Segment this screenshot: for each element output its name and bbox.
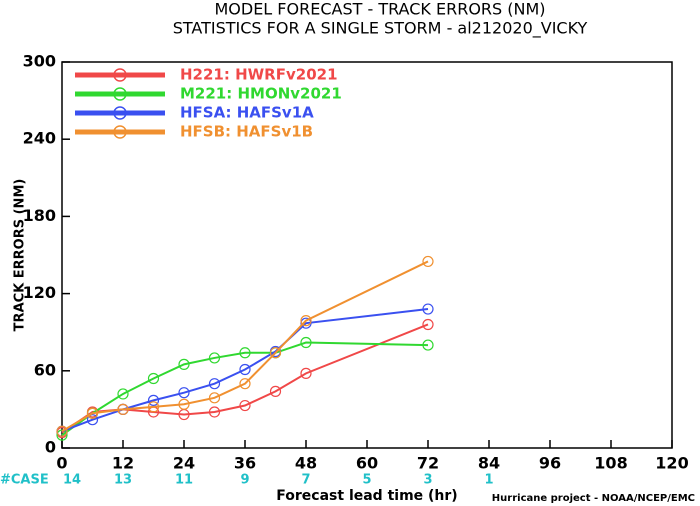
legend-label: HFSB: HAFSv1B	[180, 123, 313, 141]
data-point	[178, 398, 190, 410]
legend-label: H221: HWRFv2021	[180, 66, 338, 84]
x-tick-label: 60	[356, 454, 378, 473]
x-tick-label: 108	[594, 454, 627, 473]
case-count: 9	[240, 473, 249, 488]
legend-marker	[113, 125, 127, 139]
data-point	[239, 378, 251, 390]
data-point	[300, 317, 312, 329]
plot-frame	[61, 61, 673, 449]
data-point	[178, 387, 190, 399]
data-point	[239, 347, 251, 359]
data-point	[178, 358, 190, 370]
legend-label: M221: HMONv2021	[180, 85, 342, 103]
case-count: 5	[362, 473, 371, 488]
credit: Hurricane project - NOAA/NCEP/EMC	[492, 493, 695, 504]
case-label: #CASE	[0, 473, 49, 488]
y-tick-label: 120	[23, 283, 56, 302]
data-point	[269, 347, 282, 359]
data-point	[147, 372, 160, 385]
y-tick-label: 0	[45, 438, 56, 457]
data-point	[422, 303, 434, 315]
x-tick-label: 96	[539, 454, 561, 473]
data-point	[269, 385, 282, 397]
data-point	[117, 388, 129, 400]
data-point	[208, 406, 221, 418]
case-count: 1	[484, 473, 493, 488]
y-axis-label: TRACK ERRORS (NM)	[13, 179, 28, 332]
case-count: 13	[114, 473, 132, 488]
case-count: 11	[175, 473, 193, 488]
data-point	[208, 352, 221, 364]
data-point	[422, 255, 434, 268]
data-point	[300, 367, 312, 379]
data-point	[300, 336, 312, 349]
y-tick-label: 60	[34, 360, 56, 379]
y-tick-label: 180	[23, 206, 56, 225]
data-point	[147, 394, 160, 406]
series-line	[61, 260, 429, 433]
x-tick-label: 24	[173, 454, 195, 473]
case-count: 14	[63, 473, 81, 488]
data-point	[147, 401, 160, 413]
x-axis-label: Forecast lead time (hr)	[276, 488, 457, 504]
data-point	[86, 407, 99, 419]
chart-subtitle: STATISTICS FOR A SINGLE STORM - al212020…	[173, 19, 588, 39]
case-count: 3	[423, 473, 432, 488]
data-point	[86, 414, 99, 426]
x-tick-label: 120	[655, 454, 688, 473]
data-point	[208, 378, 221, 390]
data-point	[208, 392, 221, 404]
x-tick-label: 0	[56, 454, 67, 473]
data-point	[56, 425, 68, 437]
chart-title: MODEL FORECAST - TRACK ERRORS (NM)	[214, 0, 545, 19]
case-count: 7	[301, 473, 310, 488]
x-tick-label: 72	[417, 454, 439, 473]
series-line	[61, 308, 429, 433]
x-tick-label: 36	[234, 454, 256, 473]
data-point	[117, 403, 129, 415]
legend-marker	[113, 106, 127, 120]
data-point	[422, 339, 434, 351]
data-point	[239, 399, 251, 412]
legend-marker	[113, 68, 127, 82]
legend-marker	[113, 87, 127, 101]
legend-label: HFSA: HAFSv1A	[180, 104, 314, 122]
series-line	[61, 341, 429, 436]
data-point	[422, 318, 434, 331]
y-tick-label: 300	[23, 52, 56, 71]
x-tick-label: 84	[478, 454, 500, 473]
data-point	[239, 363, 251, 376]
y-tick-label: 240	[23, 129, 56, 148]
x-tick-label: 12	[112, 454, 134, 473]
data-point	[300, 315, 312, 327]
x-tick-label: 48	[295, 454, 317, 473]
